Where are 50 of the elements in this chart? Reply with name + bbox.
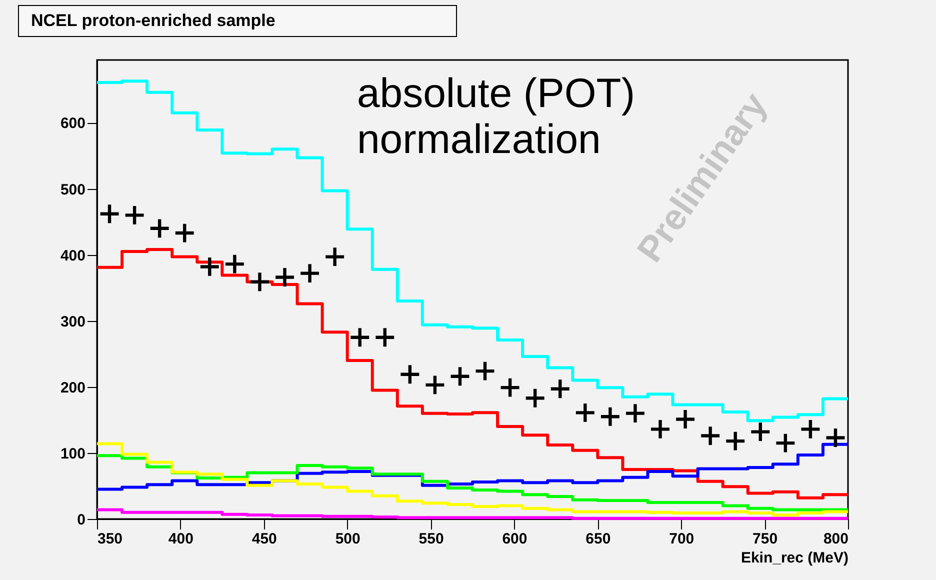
- x-tick-label: 700: [669, 530, 694, 548]
- point: [524, 387, 546, 409]
- point: [349, 326, 371, 348]
- x-axis-title: Ekin_rec (MeV): [740, 550, 848, 566]
- point: [224, 253, 246, 275]
- point: [699, 424, 722, 447]
- y-tick-label: 0: [77, 512, 86, 528]
- point: [574, 402, 596, 424]
- y-tick-label: 200: [60, 379, 86, 396]
- point: [298, 262, 321, 284]
- y-tick-label: 500: [60, 181, 86, 198]
- point: [424, 374, 446, 396]
- point: [174, 222, 196, 244]
- y-tick-label: 600: [60, 115, 86, 132]
- point: [198, 256, 220, 278]
- point: [449, 366, 471, 388]
- x-tick-label: 800: [823, 530, 848, 548]
- point: [674, 408, 696, 430]
- x-tick-label: 600: [502, 530, 528, 548]
- point: [399, 364, 421, 386]
- x-tick-label: 500: [335, 530, 360, 548]
- point: [499, 376, 521, 398]
- x-tick-label: 550: [418, 530, 444, 548]
- point: [599, 406, 622, 428]
- point: [724, 430, 746, 452]
- point: [649, 418, 672, 440]
- x-tick-label: 350: [98, 530, 123, 548]
- x-tick-label: 400: [168, 530, 194, 548]
- annotation: absolute (POT) normalization: [357, 70, 635, 162]
- point: [148, 218, 170, 240]
- point: [774, 432, 796, 454]
- point: [624, 402, 646, 424]
- point: [474, 360, 496, 382]
- point: [248, 271, 271, 293]
- y-tick-label: 400: [60, 247, 86, 264]
- chart-title: NCEL proton-enriched sample: [18, 5, 457, 37]
- x-tick-label: 650: [586, 530, 611, 548]
- x-tick-label: 450: [252, 530, 277, 548]
- point: [98, 203, 120, 225]
- y-tick-label: 100: [60, 445, 86, 462]
- point: [824, 426, 846, 449]
- point: [549, 378, 571, 400]
- point: [374, 326, 396, 348]
- point: [324, 246, 346, 268]
- y-tick-label: 300: [60, 313, 86, 330]
- point: [274, 266, 296, 288]
- point: [124, 204, 146, 226]
- point: [750, 421, 772, 443]
- x-tick-label: 750: [752, 530, 778, 548]
- point: [800, 418, 822, 440]
